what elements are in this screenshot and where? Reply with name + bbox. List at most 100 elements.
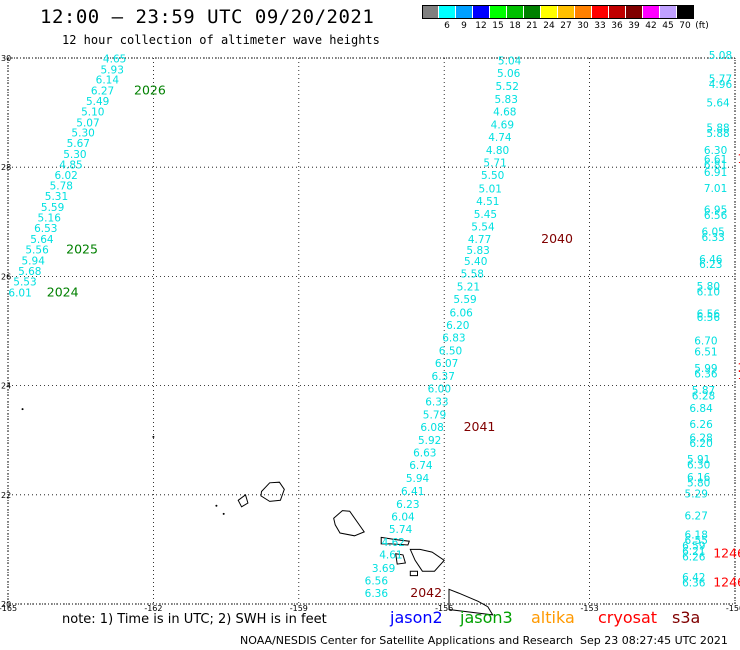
islet-dot [222, 512, 225, 515]
lon-tick-label: -150 [726, 604, 740, 613]
wave-height-value: 6.08 [420, 422, 443, 434]
wave-height-value: 5.50 [481, 170, 504, 182]
mission-jason3: jason3 [460, 608, 513, 627]
wave-height-value: 6.05 [701, 226, 724, 238]
wave-height-value: 5.53 [13, 277, 36, 289]
lon-tick-label: -162 [144, 604, 162, 613]
wave-height-value: 4.77 [468, 234, 491, 246]
wave-height-value: 5.40 [464, 256, 487, 268]
wave-height-value: 5.68 [18, 266, 41, 278]
wave-height-value: 6.30 [687, 460, 710, 472]
legend-label: 9 [461, 21, 467, 31]
lon-tick-label: -156 [435, 604, 453, 613]
lat-tick-label: 20 [1, 600, 11, 609]
wave-height-value: 5.52 [496, 81, 519, 93]
wave-height-value: 5.91 [687, 454, 710, 466]
mission-altika: altika [531, 608, 575, 627]
legend-swatch [524, 5, 540, 19]
wave-height-value: 6.28 [689, 432, 712, 444]
wave-height-value: 5.04 [498, 56, 522, 68]
wave-height-value: 6.33 [701, 232, 724, 244]
legend-swatch [609, 5, 625, 19]
wave-height-value: 6.51 [694, 347, 717, 359]
wave-height-value: 6.84 [689, 403, 713, 415]
wave-height-value: 6.41 [401, 486, 424, 498]
wave-height-value: 5.10 [81, 106, 104, 118]
legend-label: 45 [662, 21, 674, 31]
wave-height-value: 5.88 [706, 128, 729, 140]
mission-cryosat: cryosat [598, 608, 658, 627]
wave-height-value: 6.36 [694, 368, 718, 380]
wave-height-value: 5.31 [45, 191, 68, 203]
wave-height-value: 6.56 [365, 575, 389, 587]
legend-label: 18 [509, 21, 521, 31]
wave-height-value: 6.10 [697, 287, 720, 299]
island-outline [409, 570, 418, 577]
pass-time-label: 1246 [713, 546, 740, 561]
island-outline [409, 548, 445, 572]
legend-label: 24 [543, 21, 555, 31]
wave-height-value: 4.85 [59, 159, 82, 171]
wave-height-value: 6.02 [54, 170, 77, 182]
wave-height-value: 5.83 [466, 245, 489, 257]
wave-height-value: 4.69 [491, 119, 514, 131]
legend-swatch [626, 5, 642, 19]
wave-height-value: 5.80 [697, 281, 720, 293]
wave-height-value: 5.56 [25, 244, 49, 256]
legend-label: 70 [679, 21, 691, 31]
wave-height-value: 6.59 [682, 540, 705, 552]
wave-height-value: 5.67 [67, 138, 90, 150]
wave-height-value: 5.58 [461, 268, 484, 280]
legend-label: 27 [560, 21, 572, 31]
wave-height-value: 4.65 [103, 53, 126, 65]
lat-tick-label: 22 [1, 491, 11, 500]
map-frame [7, 57, 736, 605]
wave-height-value: 6.28 [692, 390, 715, 402]
legend-swatch [507, 5, 523, 19]
pass-time-label: 2026 [134, 83, 166, 98]
island-outline [237, 493, 249, 508]
note-text: note: 1) Time is in UTC; 2) SWH is in fe… [62, 612, 327, 627]
wave-height-value: 6.42 [682, 572, 705, 584]
page-title: 12:00 — 23:59 UTC 09/20/2021 [40, 6, 375, 28]
wave-height-value: 5.06 [497, 68, 521, 80]
wave-height-value: 6.18 [685, 529, 708, 541]
wave-height-value: 6.74 [409, 460, 433, 472]
wave-height-value: 6.33 [425, 396, 448, 408]
wave-height-value: 4.74 [488, 132, 512, 144]
island-outline [448, 588, 494, 616]
lon-tick-label: -153 [581, 604, 599, 613]
wave-height-value: 6.20 [689, 438, 712, 450]
wave-height-value: 6.56 [697, 312, 721, 324]
legend-swatch [439, 5, 455, 19]
wave-height-value: 3.69 [372, 563, 395, 575]
wave-height-value: 5.94 [22, 255, 46, 267]
wave-height-value: 6.06 [449, 307, 473, 319]
wave-height-value: 6.16 [687, 472, 711, 484]
lat-tick-label: 26 [1, 272, 11, 281]
wave-height-value: 4.62 [382, 537, 405, 549]
legend-swatch [643, 5, 659, 19]
wave-height-value: 4.80 [486, 145, 509, 157]
wave-height-value: 5.87 [692, 385, 715, 397]
wave-height-value: 6.30 [704, 145, 727, 157]
island-outline [260, 481, 285, 502]
wave-height-value: 5.45 [474, 209, 497, 221]
wave-height-value: 5.08 [709, 50, 732, 62]
wave-height-value: 5.59 [41, 202, 64, 214]
island-outline [333, 510, 365, 537]
legend-swatch [592, 5, 608, 19]
wave-height-value: 6.50 [439, 345, 462, 357]
wave-height-value: 5.71 [483, 158, 506, 170]
wave-height-value: 4.68 [493, 106, 516, 118]
island-outline [380, 536, 410, 546]
wave-height-value: 5.64 [30, 234, 54, 246]
pass-time-label: 2042 [410, 585, 442, 600]
pass-time-label: 1245 [737, 367, 740, 382]
wave-height-value: 6.23 [699, 259, 722, 271]
wave-height-value: 5.83 [495, 94, 518, 106]
wave-height-value: 6.55 [685, 535, 708, 547]
lat-tick-label: 24 [1, 382, 11, 391]
